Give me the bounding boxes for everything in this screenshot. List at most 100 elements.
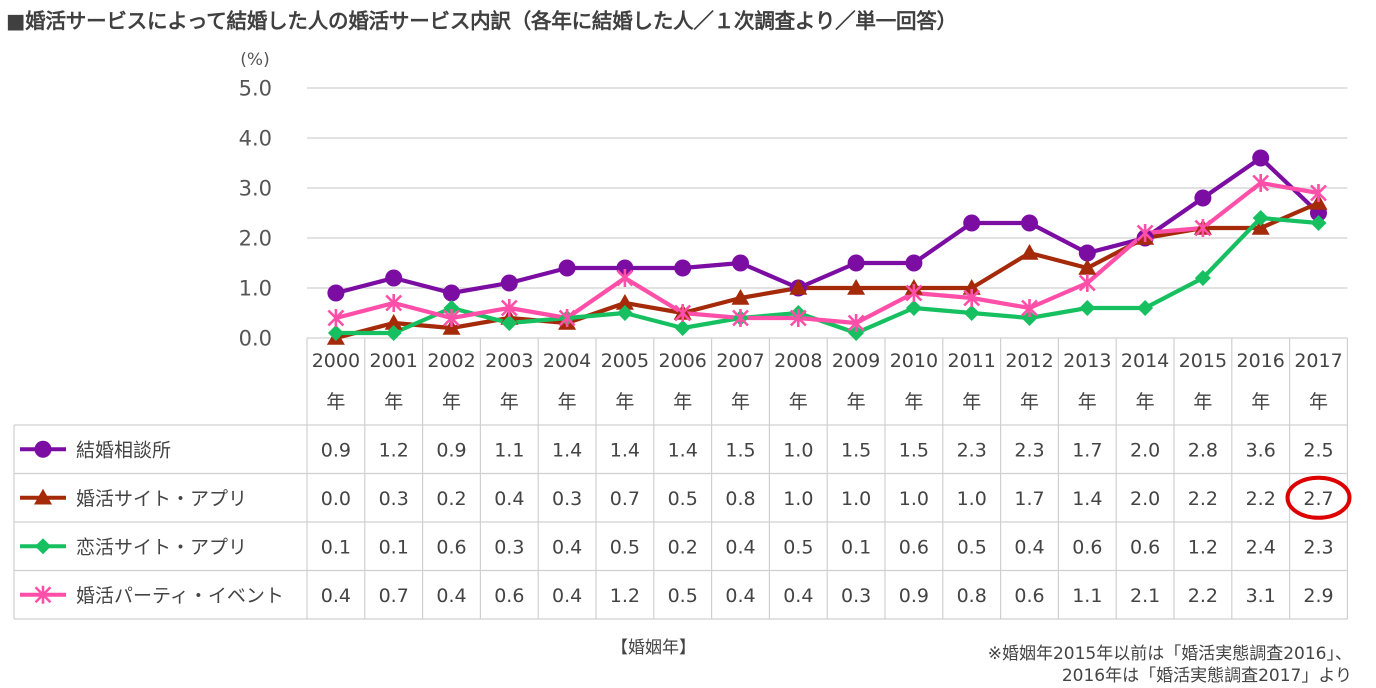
data-label: 1.0 [899,488,929,510]
highlight-circle [1285,475,1352,520]
x-tick-label: 2012 [1005,350,1053,372]
series-line [335,180,1319,326]
data-point [558,309,576,327]
data-label: 1.0 [783,439,813,461]
x-tick-suffix: 年 [731,391,750,413]
footnote-line-2: 2016年は「婚活実態調査2017」より [1061,666,1352,686]
data-point [385,269,403,287]
data-label: 0.6 [1072,536,1102,558]
data-point [1137,300,1154,316]
data-label: 0.4 [321,585,351,607]
x-tick-label: 2007 [716,350,764,372]
data-label: 2.1 [1130,585,1160,607]
data-point [847,314,865,332]
x-tick-label: 2011 [948,350,996,372]
data-point [1194,219,1212,237]
data-label: 2.8 [1188,439,1218,461]
x-tick-label: 2008 [774,350,822,372]
data-point [789,309,807,327]
data-label: 2.4 [1246,536,1276,558]
x-tick-suffix: 年 [615,391,634,413]
legend-marker [34,440,52,458]
data-label: 1.7 [1072,439,1102,461]
x-tick-suffix: 年 [442,391,461,413]
data-label: 0.6 [436,536,466,558]
y-tick-label: 1.0 [239,277,272,301]
data-label: 0.5 [668,488,698,510]
data-point [501,315,518,331]
footnote-line-1: ※婚姻年2015年以前は「婚活実態調査2016」、 [987,644,1352,664]
data-point [1021,299,1038,317]
x-tick-suffix: 年 [500,391,519,413]
data-label: 0.2 [668,536,698,558]
data-point [963,305,980,321]
data-label: 1.2 [1188,536,1218,558]
data-label: 0.3 [379,488,409,510]
data-point [847,254,865,272]
data-label: 0.4 [725,585,755,607]
data-label: 0.5 [668,585,698,607]
data-label: 0.4 [783,585,813,607]
data-label: 1.0 [957,488,987,510]
x-tick-label: 2013 [1063,350,1111,372]
x-tick-label: 2000 [312,350,360,372]
data-point [905,284,923,302]
data-point [616,305,633,321]
data-label: 1.4 [668,439,698,461]
data-point [1310,215,1327,231]
data-label: 0.1 [321,536,351,558]
data-label: 1.0 [783,488,813,510]
x-tick-label: 2006 [659,350,707,372]
x-tick-suffix: 年 [673,391,692,413]
data-label: 2.9 [1303,585,1333,607]
data-point [500,299,518,317]
series-lines [335,155,1320,341]
data-label: 0.1 [841,536,871,558]
data-label: 1.2 [379,439,409,461]
data-point [500,274,518,292]
series-markers [326,149,1328,345]
x-tick-suffix: 年 [1251,391,1270,413]
data-label: 1.1 [494,439,524,461]
data-label: 0.9 [436,439,466,461]
y-tick-label: 3.0 [239,177,272,201]
data-label: 2.2 [1246,488,1276,510]
data-label: 0.4 [1014,536,1044,558]
legend-marker [34,488,52,505]
data-label: 2.3 [1014,439,1044,461]
data-label: 0.6 [1014,585,1044,607]
series-line [335,215,1319,336]
data-point [905,300,922,316]
x-tick-label: 2010 [890,350,938,372]
legend-label: 結婚相談所 [76,439,171,461]
data-point [443,300,460,316]
x-tick-label: 2014 [1121,350,1169,372]
data-point [616,269,634,287]
data-label: 1.1 [1072,585,1102,607]
data-point [962,279,981,295]
gridlines [307,87,1348,339]
data-point [789,279,808,295]
x-tick-suffix: 年 [1136,391,1155,413]
data-label: 0.7 [379,585,409,607]
highlight-annotation [1285,475,1352,520]
data-label: 1.0 [841,488,871,510]
chart-title: ■婚活サービスによって結婚した人の婚活サービス内訳（各年に結婚した人／１次調査よ… [6,9,957,33]
data-label: 0.4 [436,585,466,607]
data-label: 0.2 [436,488,466,510]
data-label: 2.0 [1130,439,1160,461]
data-label: 1.4 [1072,488,1102,510]
data-label: 1.7 [1014,488,1044,510]
data-point [674,259,692,277]
data-label: 0.4 [552,585,582,607]
data-point [1252,174,1270,192]
data-point [443,284,460,302]
x-tick-label: 2004 [543,350,591,372]
data-label: 0.6 [899,536,929,558]
data-label: 0.3 [841,585,871,607]
data-point [848,325,865,341]
data-label: 2.3 [957,439,987,461]
data-label: 0.4 [725,536,755,558]
data-label: 0.0 [321,488,351,510]
x-tick-label: 2017 [1294,350,1342,372]
